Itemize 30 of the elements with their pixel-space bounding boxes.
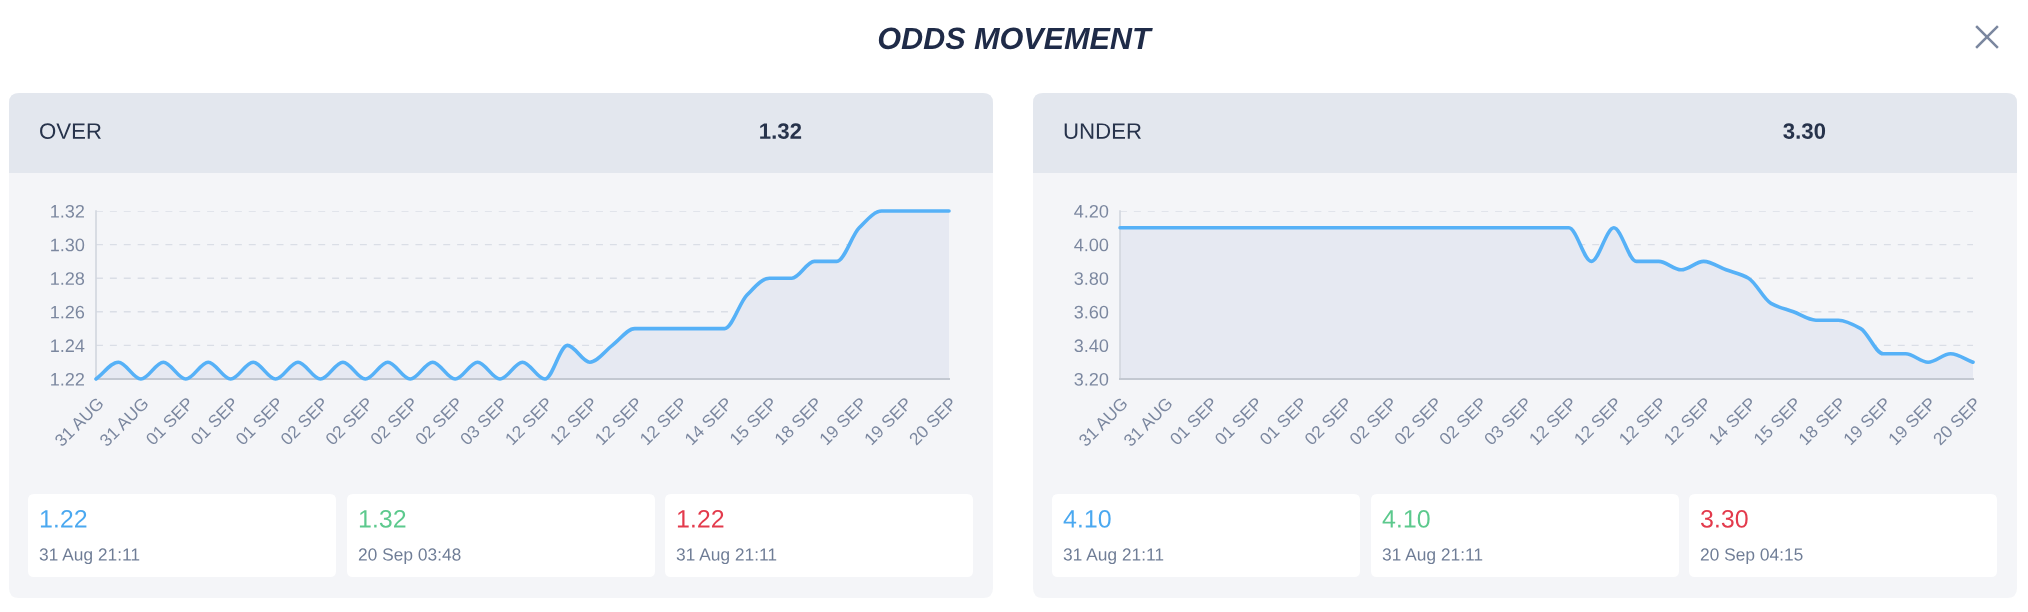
y-tick-label: 4.20 [1074,204,1109,218]
y-tick-label: 3.80 [1074,272,1109,285]
y-tick-label: 3.60 [1074,305,1109,319]
y-tick-label: 3.40 [1074,339,1109,353]
text: 3.30 [1700,510,1748,528]
text: 1.32 [760,123,802,139]
text: 31 Aug 21:11 [1063,548,1164,565]
y-tick-label: 1.32 [51,204,84,218]
chart-title: OVER [40,123,101,139]
y-tick-label: 1.22 [51,372,84,386]
x-tick-label: 20 SEP [1932,396,1982,446]
text: 31 Aug 21:11 [39,548,140,565]
chart-title: UNDER [1064,123,1141,139]
x-tick-label: 20 SEP [908,396,958,446]
text: ODDS MOVEMENT [878,27,1153,50]
y-tick-label: 1.28 [51,272,85,285]
text: 20 Sep 03:48 [358,548,461,565]
text: 1.32 [359,510,406,528]
y-tick-label: 3.20 [1074,372,1109,386]
y-tick-label: 1.30 [51,238,85,252]
text: 1.22 [677,510,724,528]
text: 20 Sep 04:15 [1700,548,1803,565]
text: 4.10 [1063,510,1111,528]
text: 31 Aug 21:11 [1382,548,1483,565]
y-tick-label: 1.24 [51,339,85,352]
y-tick-label: 4.00 [1074,238,1109,252]
text: 31 Aug 21:11 [676,548,777,565]
y-tick-label: 1.26 [51,305,85,319]
text: 3.30 [1783,123,1826,139]
text: 4.10 [1382,510,1430,528]
